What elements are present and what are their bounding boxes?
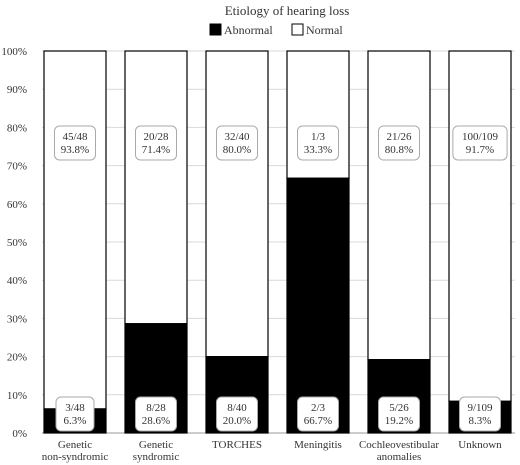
- data-label-text: 80.8%: [385, 144, 413, 156]
- data-label-abnormal: 2/366.7%: [297, 396, 339, 432]
- x-tick-label: Genetic: [58, 439, 92, 451]
- legend: Abnormal Normal: [209, 23, 343, 37]
- data-label-text: 8.3%: [469, 415, 492, 427]
- x-tick-label: Meningitis: [294, 439, 342, 451]
- data-label-text: 93.8%: [61, 144, 89, 156]
- data-label-text: 9/109: [467, 402, 493, 414]
- data-label-box: [55, 396, 95, 432]
- data-label-box: [378, 125, 420, 161]
- data-label-box: [216, 125, 258, 161]
- x-tick-label: non-syndromic: [42, 451, 109, 463]
- data-label-text: 45/48: [62, 131, 88, 143]
- data-label-box: [54, 125, 96, 161]
- x-tick-label: anomalies: [377, 451, 422, 463]
- data-label-text: 66.7%: [304, 415, 332, 427]
- data-label-text: 33.3%: [304, 144, 332, 156]
- data-label-box: [297, 396, 339, 432]
- data-label-text: 8/40: [227, 402, 247, 414]
- x-axis-ticks: Geneticnon-syndromicGeneticsyndromicTORC…: [42, 439, 502, 463]
- y-tick-label: 30%: [7, 313, 27, 325]
- y-axis-ticks: 0% 10% 20% 30% 40% 50% 60% 70% 80% 90% 100%: [1, 46, 27, 440]
- data-label-text: 91.7%: [466, 144, 494, 156]
- data-label-abnormal: 3/486.3%: [55, 396, 95, 432]
- data-label-normal: 1/333.3%: [297, 125, 339, 161]
- chart-title: Etiology of hearing loss: [225, 3, 350, 18]
- data-label-text: 1/3: [311, 131, 326, 143]
- data-label-text: 19.2%: [385, 415, 413, 427]
- data-label-box: [135, 396, 177, 432]
- y-tick-label: 80%: [7, 122, 27, 134]
- data-label-text: 5/26: [389, 402, 409, 414]
- y-tick-label: 50%: [7, 237, 27, 249]
- data-label-text: 28.6%: [142, 415, 170, 427]
- x-tick-label: Unknown: [458, 439, 502, 451]
- data-label-box: [135, 125, 177, 161]
- data-label-box: [297, 125, 339, 161]
- legend-swatch-normal: [291, 23, 304, 36]
- data-label-text: 71.4%: [142, 144, 170, 156]
- bar-normal: [448, 50, 512, 402]
- data-label-box: [452, 125, 508, 161]
- data-label-text: 8/28: [146, 402, 166, 414]
- y-tick-label: 60%: [7, 199, 27, 211]
- data-label-text: 3/48: [65, 402, 85, 414]
- x-tick-label: TORCHES: [212, 439, 262, 451]
- y-tick-label: 10%: [7, 390, 27, 402]
- data-label-text: 20.0%: [223, 415, 251, 427]
- data-label-text: 2/3: [311, 402, 326, 414]
- x-tick-label: Genetic: [139, 439, 173, 451]
- y-tick-label: 0%: [12, 428, 27, 440]
- data-label-text: 6.3%: [64, 415, 87, 427]
- gridlines: [42, 50, 515, 434]
- bar-normal: [205, 50, 269, 358]
- x-tick-label: syndromic: [133, 451, 180, 463]
- y-tick-label: 100%: [1, 46, 27, 58]
- data-label-text: 21/26: [386, 131, 412, 143]
- data-label-box: [459, 396, 501, 432]
- legend-label-abnormal: Abnormal: [224, 23, 273, 37]
- legend-label-normal: Normal: [306, 23, 343, 37]
- y-tick-label: 70%: [7, 161, 27, 173]
- data-label-box: [378, 396, 420, 432]
- data-label-text: 32/40: [224, 131, 250, 143]
- legend-swatch-abnormal: [209, 23, 222, 36]
- bar-normal: [43, 50, 107, 410]
- bar-abnormal: [286, 177, 350, 434]
- data-label-text: 100/109: [462, 131, 499, 143]
- y-tick-label: 90%: [7, 84, 27, 96]
- bar-normal: [124, 50, 188, 325]
- data-label-text: 20/28: [143, 131, 169, 143]
- data-label-box: [216, 396, 258, 432]
- data-label-text: 80.0%: [223, 144, 251, 156]
- y-tick-label: 40%: [7, 275, 27, 287]
- bar-normal: [367, 50, 431, 361]
- x-tick-label: Cochleovestibular: [359, 439, 439, 451]
- y-tick-label: 20%: [7, 352, 27, 364]
